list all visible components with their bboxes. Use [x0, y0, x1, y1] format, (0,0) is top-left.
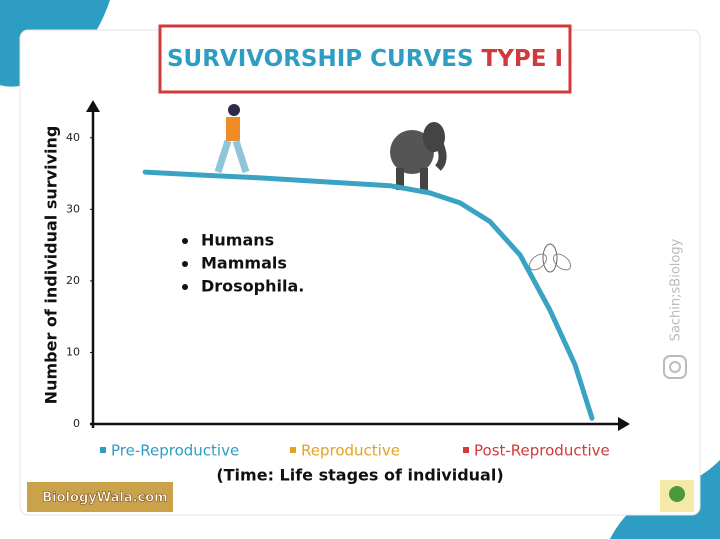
- y-tick-label: 20: [66, 274, 80, 287]
- watermark: Sachin;sBiology: [669, 238, 684, 341]
- y-tick-label: 30: [66, 202, 80, 215]
- instagram-icon: [663, 355, 687, 379]
- logo-text: BiologyWala.com: [42, 491, 167, 506]
- fly-icon: [528, 243, 572, 273]
- stage-marker: [290, 447, 296, 453]
- y-tick-label: 0: [73, 417, 80, 430]
- bullet: [182, 284, 188, 290]
- elephant-icon: [390, 122, 447, 190]
- bullet: [182, 261, 188, 267]
- y-tick-label: 10: [66, 345, 80, 358]
- logo-box: [27, 482, 173, 512]
- bullet: [182, 238, 188, 244]
- instagram-icon: [669, 361, 681, 373]
- annotation: Drosophila.: [201, 277, 304, 296]
- x-axis-label: (Time: Life stages of individual): [216, 466, 503, 485]
- stage-label: Pre-Reproductive: [111, 442, 239, 460]
- stage-marker: [463, 447, 469, 453]
- axis-arrow: [86, 100, 100, 112]
- title-part: TYPE I: [482, 46, 563, 72]
- stage-label: Post-Reproductive: [474, 442, 610, 460]
- annotation: Humans: [201, 231, 274, 250]
- title-box: [158, 24, 572, 94]
- y-axis-label: Number of individual surviving: [42, 126, 61, 405]
- survivorship-curve: [142, 169, 595, 421]
- annotation: Mammals: [201, 254, 287, 273]
- stage-label: Reproductive: [301, 442, 400, 460]
- person-icon: [214, 104, 250, 174]
- y-tick-label: 40: [66, 131, 80, 144]
- tree-icon: [669, 486, 685, 502]
- axis-arrow: [618, 417, 630, 431]
- chart-title: SURVIVORSHIP CURVES TYPE I: [167, 46, 563, 72]
- stage-marker: [100, 447, 106, 453]
- title-part: SURVIVORSHIP CURVES: [167, 46, 474, 72]
